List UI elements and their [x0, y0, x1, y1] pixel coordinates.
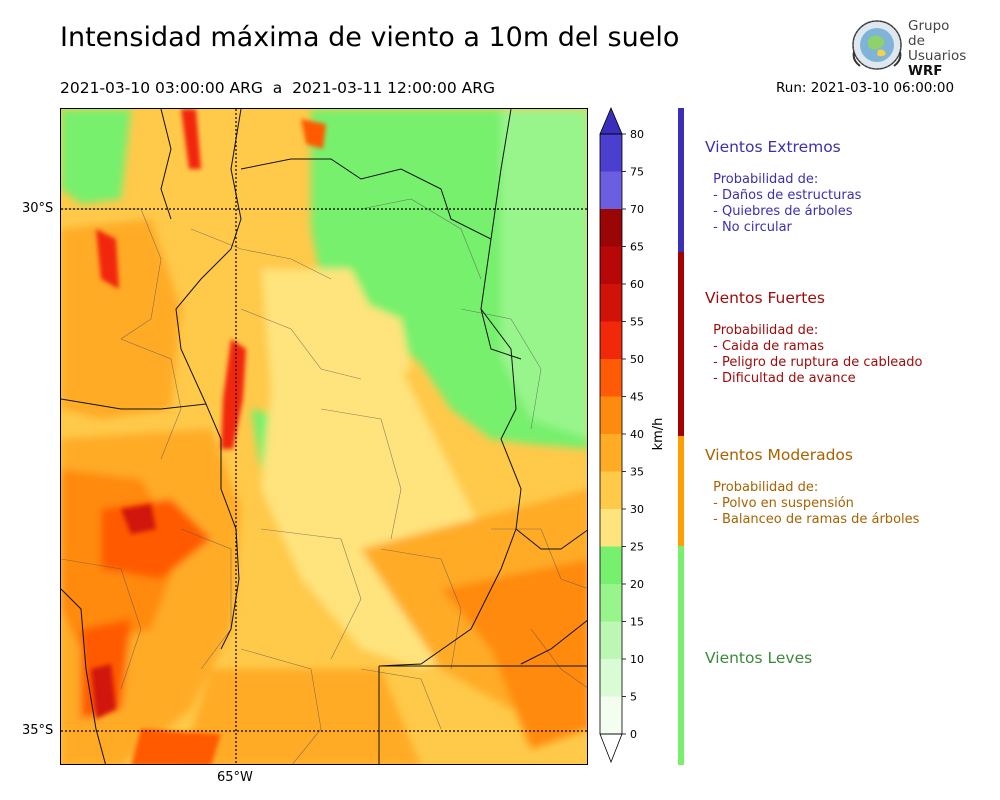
colorbar-tick-label: 65: [630, 241, 644, 254]
colorbar-segment: [600, 284, 622, 322]
lat-label-30s: 30°S: [22, 201, 54, 216]
colorbar-segment: [600, 621, 622, 659]
legend-line: - Daños de estructuras: [709, 188, 862, 203]
lat-label-35s: 35°S: [22, 723, 54, 738]
colorbar-extend-bottom: [599, 733, 623, 764]
legend-line: - Peligro de ruptura de cableado: [709, 355, 923, 370]
logo-line-2: Usuarios: [908, 48, 967, 64]
legend-title-extremos: Vientos Extremos: [705, 138, 841, 156]
legend-title-leves: Vientos Leves: [705, 649, 813, 667]
legend-desc-extremos: Probabilidad de: - Daños de estructuras …: [709, 172, 861, 236]
colorbar-segment: [600, 396, 622, 434]
colorbar-segment: [600, 471, 622, 509]
wind-field-raster: [61, 109, 587, 764]
legend-desc-moderados: Probabilidad de: - Polvo en suspensión -…: [709, 480, 919, 528]
colorbar-unit-label: km/h: [651, 418, 666, 451]
colorbar-tick-label: 55: [630, 316, 644, 329]
colorbar-segment: [600, 434, 622, 472]
legend-bar-fuertes: [678, 252, 684, 436]
globe-logo-icon: [852, 20, 902, 70]
wind-map: [60, 108, 588, 765]
colorbar-segment: [600, 509, 622, 547]
legend-line: Probabilidad de:: [709, 480, 819, 495]
run-time: Run: 2021-03-10 06:00:00: [776, 80, 955, 96]
colorbar-segment: [600, 171, 622, 209]
lon-label-65w: 65°W: [217, 770, 253, 785]
legend-line: - Balanceo de ramas de árboles: [709, 512, 920, 527]
colorbar-tick-label: 80: [630, 128, 644, 141]
legend-line: Probabilidad de:: [709, 172, 819, 187]
colorbar-segment: [600, 246, 622, 284]
legend-desc-fuertes: Probabilidad de: - Caida de ramas - Peli…: [709, 323, 922, 387]
legend-line: - Caida de ramas: [709, 339, 825, 354]
legend-bar-moderados: [678, 436, 684, 546]
colorbar-segment: [600, 359, 622, 397]
colorbar-tick-label: 5: [630, 691, 637, 704]
logo-line-3: WRF: [908, 63, 943, 79]
colorbar-tick-label: 10: [630, 653, 644, 666]
legend-title-moderados: Vientos Moderados: [705, 446, 853, 464]
colorbar-segment: [600, 696, 622, 734]
colorbar-segment: [600, 584, 622, 622]
colorbar-tick-label: 20: [630, 578, 644, 591]
colorbar-tick-label: 50: [630, 353, 644, 366]
colorbar-tick-label: 35: [630, 466, 644, 479]
legend-title-fuertes: Vientos Fuertes: [705, 289, 825, 307]
legend-line: - Polvo en suspensión: [709, 496, 854, 511]
logo-line-1: Grupo de: [908, 18, 950, 49]
colorbar-tick-label: 70: [630, 203, 644, 216]
legend-line: Probabilidad de:: [709, 323, 819, 338]
colorbar-tick-label: 30: [630, 503, 644, 516]
colorbar-tick-label: 75: [630, 166, 644, 179]
grupo-usuarios-wrf-logo: Grupo de Usuarios WRF: [848, 16, 970, 79]
legend-bar-extremos: [678, 108, 684, 252]
colorbar-segment: [600, 321, 622, 359]
colorbar-tick-label: 45: [630, 391, 644, 404]
colorbar-extend-top: [599, 106, 623, 135]
colorbar-tick-label: 0: [630, 728, 637, 741]
colorbar-segment: [600, 209, 622, 247]
colorbar-tick-label: 40: [630, 428, 644, 441]
colorbar-segment: [600, 659, 622, 697]
colorbar-tick-label: 15: [630, 616, 644, 629]
legend-bar-leves: [678, 546, 684, 765]
colorbar-tick-label: 60: [630, 278, 644, 291]
legend-line: - No circular: [709, 220, 792, 235]
colorbar-svg: 0 5 10 15 20 25 30 35 40 45 50 55 60 65 70 75 80 km/h: [599, 106, 666, 764]
colorbar-segment: [600, 134, 622, 172]
colorbar-tick-label: 25: [630, 541, 644, 554]
forecast-period: 2021-03-10 03:00:00 ARG a 2021-03-11 12:…: [60, 79, 496, 97]
legend-line: - Quiebres de árboles: [709, 204, 853, 219]
map-title: Intensidad máxima de viento a 10m del su…: [60, 22, 680, 53]
colorbar: 0 5 10 15 20 25 30 35 40 45 50 55 60 65 70 75 80 km/h: [596, 106, 686, 770]
legend-line: - Dificultad de avance: [709, 371, 856, 386]
colorbar-segment: [600, 546, 622, 584]
